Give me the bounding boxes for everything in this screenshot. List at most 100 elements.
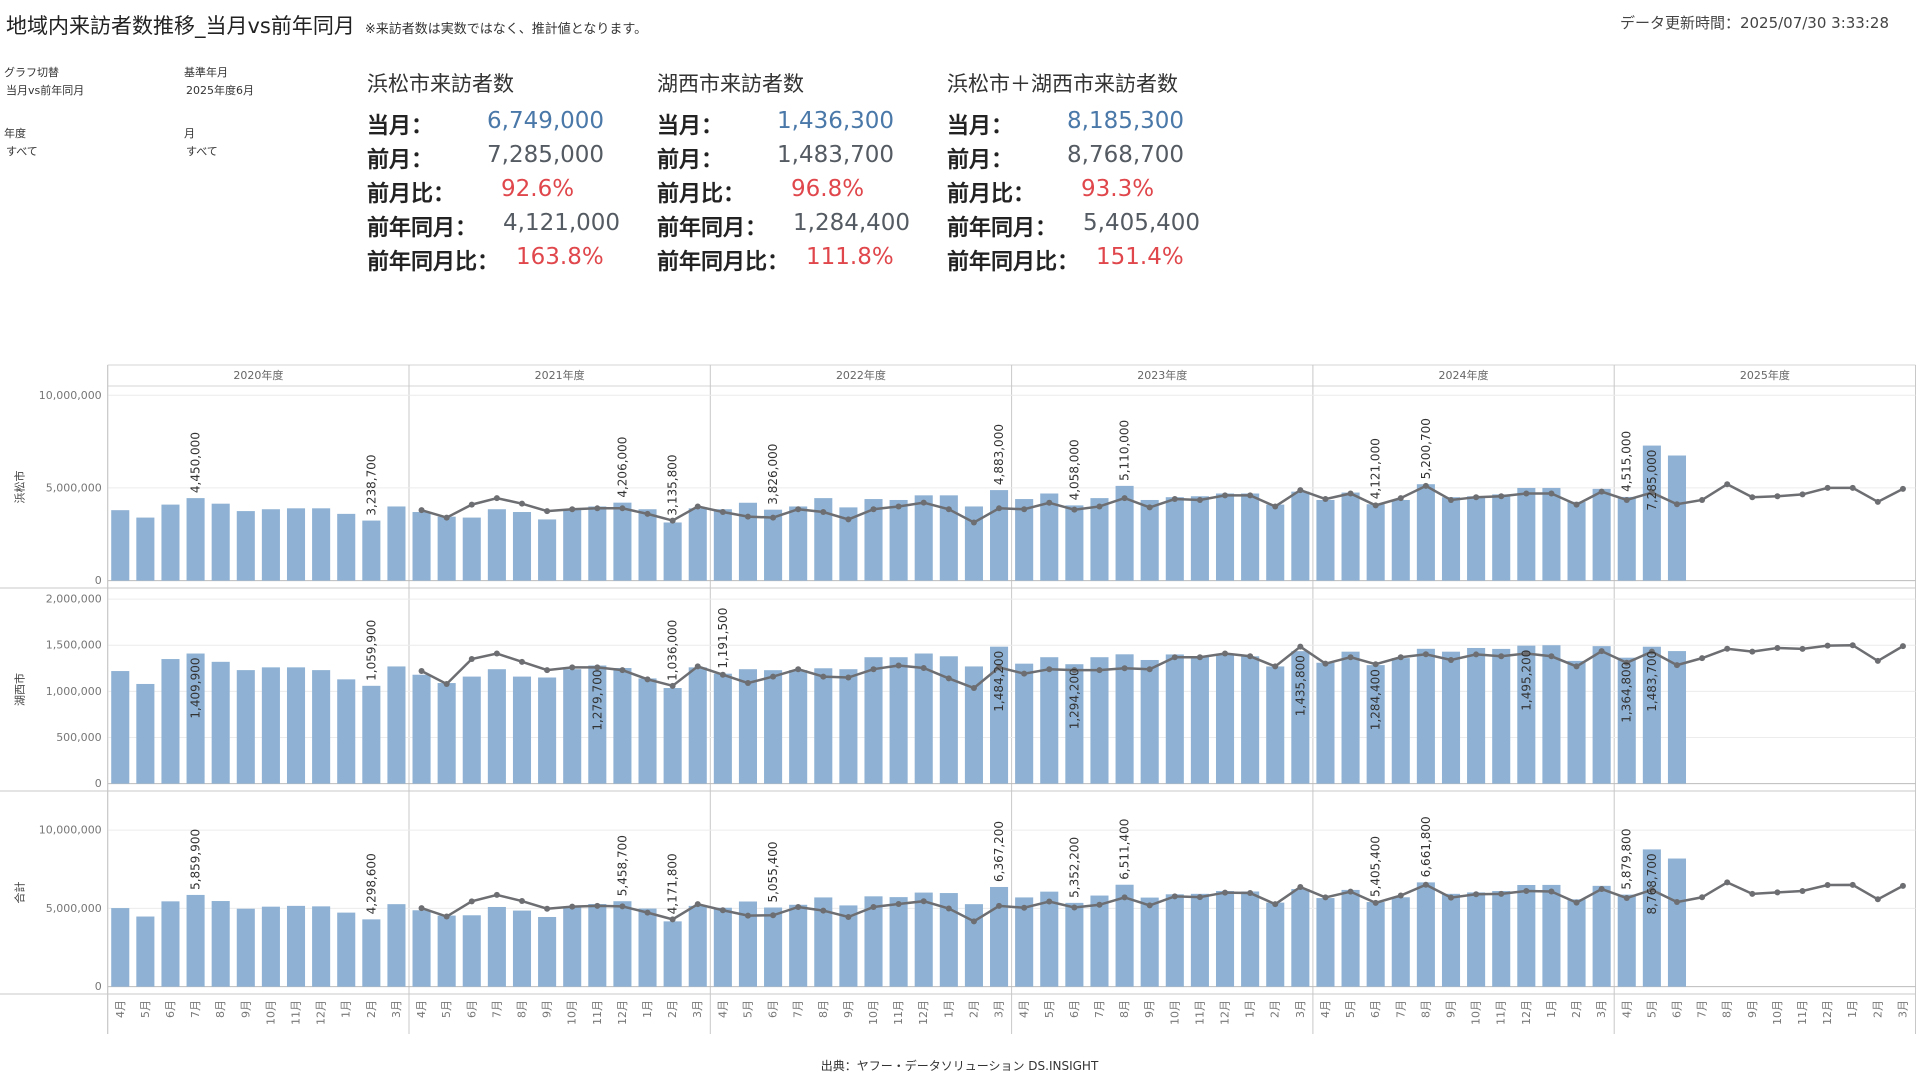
bar (864, 499, 883, 581)
bar (186, 653, 205, 784)
filter-label: 月 (184, 127, 195, 140)
bar (1366, 504, 1385, 581)
kpi-title: 浜松市来訪者数 (367, 72, 514, 96)
kpi-label: 前月： (367, 148, 434, 173)
prior-year-point (1648, 648, 1655, 655)
kpi-label: 当月： (947, 114, 1014, 139)
data-label: 4,206,000 (615, 437, 629, 498)
bar (1391, 499, 1410, 581)
data-label: 1,484,200 (992, 651, 1006, 712)
bar (814, 498, 833, 581)
prior-year-point (744, 680, 751, 687)
bar (1015, 663, 1034, 784)
prior-year-point (1397, 654, 1404, 661)
prior-year-line (421, 482, 1904, 524)
prior-year-point (1372, 661, 1379, 668)
y-tick-label: 5,000,000 (46, 902, 102, 915)
prior-year-point (1171, 496, 1178, 503)
prior-year-point (443, 514, 450, 521)
bar (512, 910, 532, 987)
prior-year-point (1598, 488, 1605, 495)
bar (1592, 488, 1611, 581)
prior-year-point (920, 898, 927, 905)
prior-year-point (1699, 894, 1706, 901)
data-label: 5,200,700 (1419, 418, 1433, 479)
data-label: 5,405,400 (1369, 836, 1383, 897)
bar (1567, 501, 1586, 581)
prior-year-point (1171, 654, 1178, 661)
fiscal-year-label: 2022年度 (836, 368, 886, 382)
bar (588, 904, 607, 987)
prior-year-point (1046, 499, 1053, 506)
data-label: 4,058,000 (1067, 439, 1081, 500)
prior-year-point (1121, 495, 1128, 502)
prior-year-point (1222, 889, 1229, 896)
bar (462, 517, 481, 581)
prior-year-point (418, 668, 425, 675)
prior-year-point (569, 506, 576, 513)
bar (1391, 658, 1410, 784)
prior-year-point (1322, 660, 1329, 667)
prior-year-point (1598, 648, 1605, 655)
prior-year-point (544, 905, 551, 912)
prior-year-point (443, 913, 450, 920)
bar (964, 904, 983, 987)
bar (688, 667, 707, 784)
prior-year-point (644, 909, 651, 916)
bar (1065, 664, 1084, 784)
prior-year-point (1548, 653, 1555, 660)
kpi-title: 湖西市来訪者数 (657, 72, 804, 96)
bar (889, 897, 908, 987)
bar (789, 904, 808, 987)
prior-year-point (518, 500, 525, 507)
kpi-label: 前年同月比： (947, 250, 1080, 275)
bar (1416, 648, 1435, 784)
prior-year-point (1146, 902, 1153, 909)
prior-year-point (518, 658, 525, 665)
bar (663, 522, 682, 581)
x-tick-label: 12月 (1520, 1000, 1533, 1025)
bar (864, 896, 883, 987)
prior-year-point (895, 901, 902, 908)
data-label: 5,110,000 (1118, 420, 1132, 481)
prior-year-point (1899, 643, 1906, 650)
bar (1090, 657, 1109, 784)
bar (312, 670, 331, 784)
prior-year-point (1774, 889, 1781, 896)
bar (512, 512, 532, 581)
prior-year-point (1874, 657, 1881, 664)
bar (362, 685, 381, 784)
prior-year-point (1447, 496, 1454, 503)
bar (1165, 894, 1184, 987)
y-tick-label: 2,000,000 (46, 593, 102, 606)
prior-year-point (644, 510, 651, 517)
prior-year-point (820, 907, 827, 914)
bar (1040, 493, 1059, 581)
y-tick-label: 500,000 (56, 731, 102, 744)
bar (286, 508, 306, 581)
kpi-value: 1,436,300 (777, 108, 895, 134)
data-label: 4,450,000 (189, 432, 203, 493)
prior-year-point (1623, 496, 1630, 503)
bar (1391, 897, 1410, 987)
bar (1215, 891, 1235, 987)
y-tick-label: 5,000,000 (46, 481, 102, 494)
prior-year-point (1397, 495, 1404, 502)
bar (1266, 504, 1285, 581)
y-axis-title: 湖西市 (13, 673, 27, 706)
x-tick-label: 1月 (1545, 1000, 1558, 1018)
bar (588, 665, 607, 784)
bar (487, 509, 506, 581)
x-tick-label: 8月 (1419, 1000, 1432, 1018)
bar (663, 921, 682, 987)
x-tick-label: 2月 (1871, 1000, 1884, 1018)
prior-year-point (895, 503, 902, 510)
prior-year-point (1523, 490, 1530, 497)
x-tick-label: 11月 (290, 1000, 303, 1025)
bar (1341, 889, 1360, 987)
bar (914, 892, 933, 987)
bar (889, 657, 908, 784)
x-tick-label: 1月 (1244, 1000, 1257, 1018)
bar (638, 908, 657, 987)
prior-year-point (1422, 651, 1429, 658)
